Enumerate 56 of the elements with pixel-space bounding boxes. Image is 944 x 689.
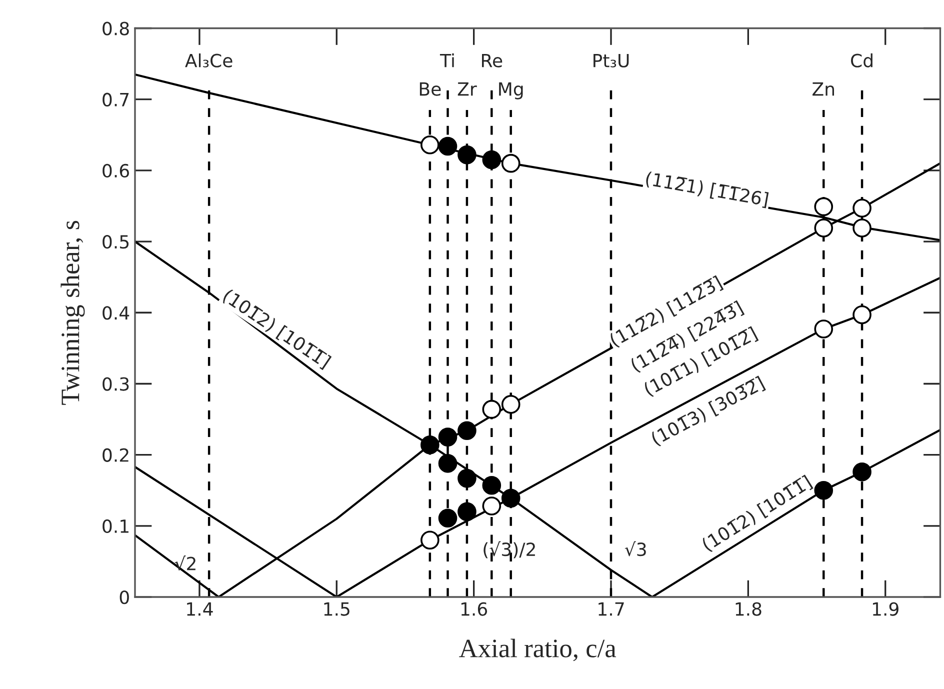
point [458, 421, 476, 440]
point [420, 135, 440, 154]
x-tick-label: 1.9 [872, 602, 898, 616]
point [458, 468, 476, 488]
point [482, 150, 502, 170]
ref-line-label: Zr [458, 82, 477, 96]
point [438, 508, 458, 528]
point [501, 488, 520, 508]
y-axis-title: Twinning shear, s [60, 220, 85, 405]
point [438, 454, 458, 473]
y-tick-label: 0.2 [102, 448, 128, 462]
y-tick-label: 0.4 [102, 306, 130, 320]
y-tick-label: 0.3 [102, 377, 129, 391]
point [458, 502, 476, 522]
point [420, 530, 440, 550]
point [482, 496, 502, 516]
annotation: (112̅1) [1̅1̅26] [645, 171, 769, 208]
point [482, 476, 502, 495]
x-tick-label: 1.5 [324, 602, 350, 616]
point [814, 480, 834, 500]
point [438, 136, 458, 156]
x-tick-label: 1.4 [187, 602, 213, 616]
annotation: (√3)/2 [484, 541, 535, 558]
point [852, 218, 872, 238]
x-tick-label: 1.7 [598, 602, 624, 616]
ref-line-label: Be [420, 82, 441, 96]
annotation: √2 [174, 556, 196, 571]
y-tick-label: 0.7 [102, 92, 129, 106]
x-tick-label: 1.8 [736, 602, 762, 616]
ref-line-label: Al₃Ce [185, 53, 232, 68]
y-tick-label: 0.1 [102, 519, 128, 534]
ref-line-label: Re [482, 54, 502, 68]
point [458, 145, 476, 164]
ref-line-label: Pt₃U [594, 54, 629, 68]
annotation: √3 [624, 541, 646, 556]
point [814, 197, 834, 216]
ref-line-label: Cd [851, 53, 872, 68]
ref-line-label: Zn [812, 82, 834, 96]
point [852, 462, 872, 482]
ref-line-label: Mg [499, 82, 523, 100]
x-axis-title: Axial ratio, c/a [459, 638, 616, 662]
point [438, 428, 458, 446]
y-tick-label: 0 [120, 590, 129, 604]
point [852, 198, 872, 218]
y-tick-label: 0.6 [102, 164, 129, 178]
point [501, 154, 520, 173]
point [814, 320, 834, 338]
ref-line-label: Ti [440, 53, 454, 68]
point [501, 394, 520, 414]
y-tick-label: 0.5 [102, 234, 129, 249]
y-tick-label: 0.8 [102, 22, 129, 36]
point [814, 218, 834, 238]
point [482, 400, 502, 419]
point [852, 305, 872, 324]
x-tick-label: 1.6 [461, 602, 488, 616]
point [420, 435, 440, 454]
